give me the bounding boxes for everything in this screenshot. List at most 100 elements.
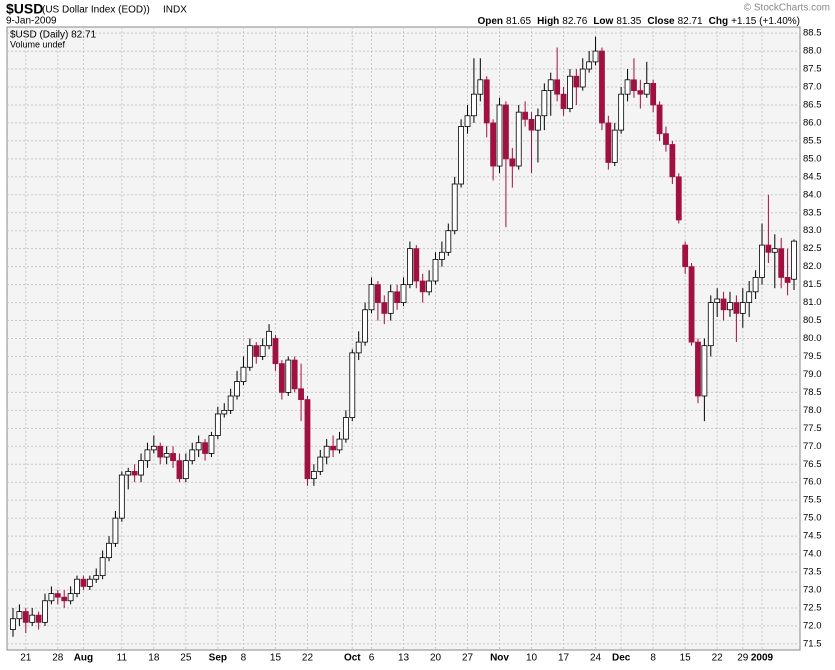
y-tick-label: 85.0: [803, 153, 822, 164]
candle-body: [298, 388, 304, 400]
y-tick-label: 88.5: [803, 28, 822, 39]
candle-body: [656, 104, 663, 135]
candle-body: [195, 442, 202, 451]
candle-body: [74, 578, 80, 594]
candle-body: [118, 474, 125, 519]
candle-body: [624, 79, 631, 95]
quote-value: 81.35: [616, 16, 641, 27]
candle-body: [355, 341, 362, 354]
candle-body: [592, 50, 599, 63]
candle-body: [272, 338, 279, 365]
quote-line: Open 81.65 High 82.76 Low 81.35 Close 82.71 Chg +…: [477, 16, 800, 27]
candle-body: [138, 460, 144, 476]
candle-body: [439, 251, 445, 260]
y-tick-label: 81.0: [803, 297, 822, 308]
date: 9-Jan-2009: [6, 16, 57, 27]
candle-body: [701, 345, 708, 397]
candle-body: [688, 266, 695, 343]
y-tick-label: 87.0: [803, 82, 822, 93]
candle-body: [413, 248, 420, 282]
candle-body: [567, 75, 573, 109]
y-tick-label: 86.0: [803, 117, 822, 128]
y-tick-label: 77.5: [803, 423, 822, 434]
x-tick-label: 27: [462, 653, 474, 664]
candle-body: [125, 471, 132, 476]
y-tick-label: 75.0: [803, 513, 822, 524]
candle-body: [208, 435, 215, 454]
candle-body: [426, 280, 433, 293]
candle-body: [611, 129, 618, 163]
candle-body: [323, 445, 330, 458]
x-tick-label: 28: [52, 653, 64, 664]
candle-body: [240, 366, 247, 383]
candle-body: [278, 363, 285, 393]
candle-body: [342, 417, 349, 440]
candle-body: [86, 578, 93, 587]
y-tick-label: 74.5: [803, 531, 822, 542]
candle-body: [503, 104, 509, 160]
volume-label: Volume undef: [10, 39, 66, 49]
y-tick-label: 73.0: [803, 585, 822, 596]
candle-body: [400, 284, 407, 303]
x-tick-label: 6: [369, 653, 375, 664]
candle-body: [61, 596, 68, 602]
x-tick-label: 2009: [751, 653, 774, 664]
candle-body: [707, 302, 714, 347]
copyright: © StockCharts.com: [744, 3, 830, 14]
candle-body: [560, 93, 567, 109]
y-tick-label: 82.5: [803, 243, 822, 254]
x-tick-label: 29: [737, 653, 749, 664]
candle-body: [605, 122, 612, 163]
quote-label: Close: [647, 16, 675, 27]
candle-body: [746, 291, 753, 303]
candle-body: [394, 291, 400, 303]
x-tick-label: 24: [590, 653, 602, 664]
candle-body: [227, 395, 234, 411]
candle-body: [637, 90, 644, 95]
candle-body: [407, 248, 413, 286]
candle-body: [157, 445, 164, 458]
candle-body: [771, 248, 778, 253]
y-tick-label: 71.5: [803, 638, 822, 649]
candle-body: [285, 359, 292, 393]
candle-body: [663, 133, 669, 145]
quote-value: 82.71: [678, 16, 703, 27]
x-tick-label: 17: [558, 653, 570, 664]
candle-body: [752, 277, 759, 293]
x-tick-label: Nov: [490, 653, 509, 664]
y-tick-label: 73.5: [803, 567, 822, 578]
y-tick-label: 81.5: [803, 279, 822, 290]
candle-body: [535, 115, 541, 131]
candle-body: [131, 471, 138, 476]
x-tick-label: 15: [270, 653, 282, 664]
y-tick-label: 86.5: [803, 99, 822, 110]
candle-body: [714, 298, 721, 303]
candle-body: [214, 413, 221, 436]
candle-body: [579, 68, 586, 88]
y-tick-label: 84.0: [803, 189, 822, 200]
quote: Open 81.65 High 82.76 Low 81.35 Close 82.71 Chg +…: [477, 16, 800, 27]
candle-body: [509, 158, 516, 167]
index-name: (US Dollar Index (EOD)): [42, 5, 150, 16]
y-tick-label: 77.0: [803, 441, 822, 452]
candle-body: [490, 122, 497, 167]
quote-value: +1.15 (+1.40%): [731, 16, 800, 27]
candle-body: [54, 593, 61, 598]
y-tick-label: 72.0: [803, 620, 822, 631]
candle-body: [368, 284, 375, 311]
candle-body: [349, 352, 356, 418]
y-tick-label: 80.5: [803, 315, 822, 326]
y-tick-label: 78.5: [803, 387, 822, 398]
x-tick-label: 13: [398, 653, 410, 664]
candle-body: [419, 280, 426, 293]
y-tick-label: 83.0: [803, 225, 822, 236]
candle-body: [99, 557, 106, 577]
candle-body: [16, 611, 23, 620]
candle-body: [170, 453, 176, 462]
candle-body: [618, 93, 625, 131]
candle-body: [374, 284, 381, 303]
y-tick-label: 78.0: [803, 405, 822, 416]
x-tick-label: Sep: [209, 653, 227, 664]
